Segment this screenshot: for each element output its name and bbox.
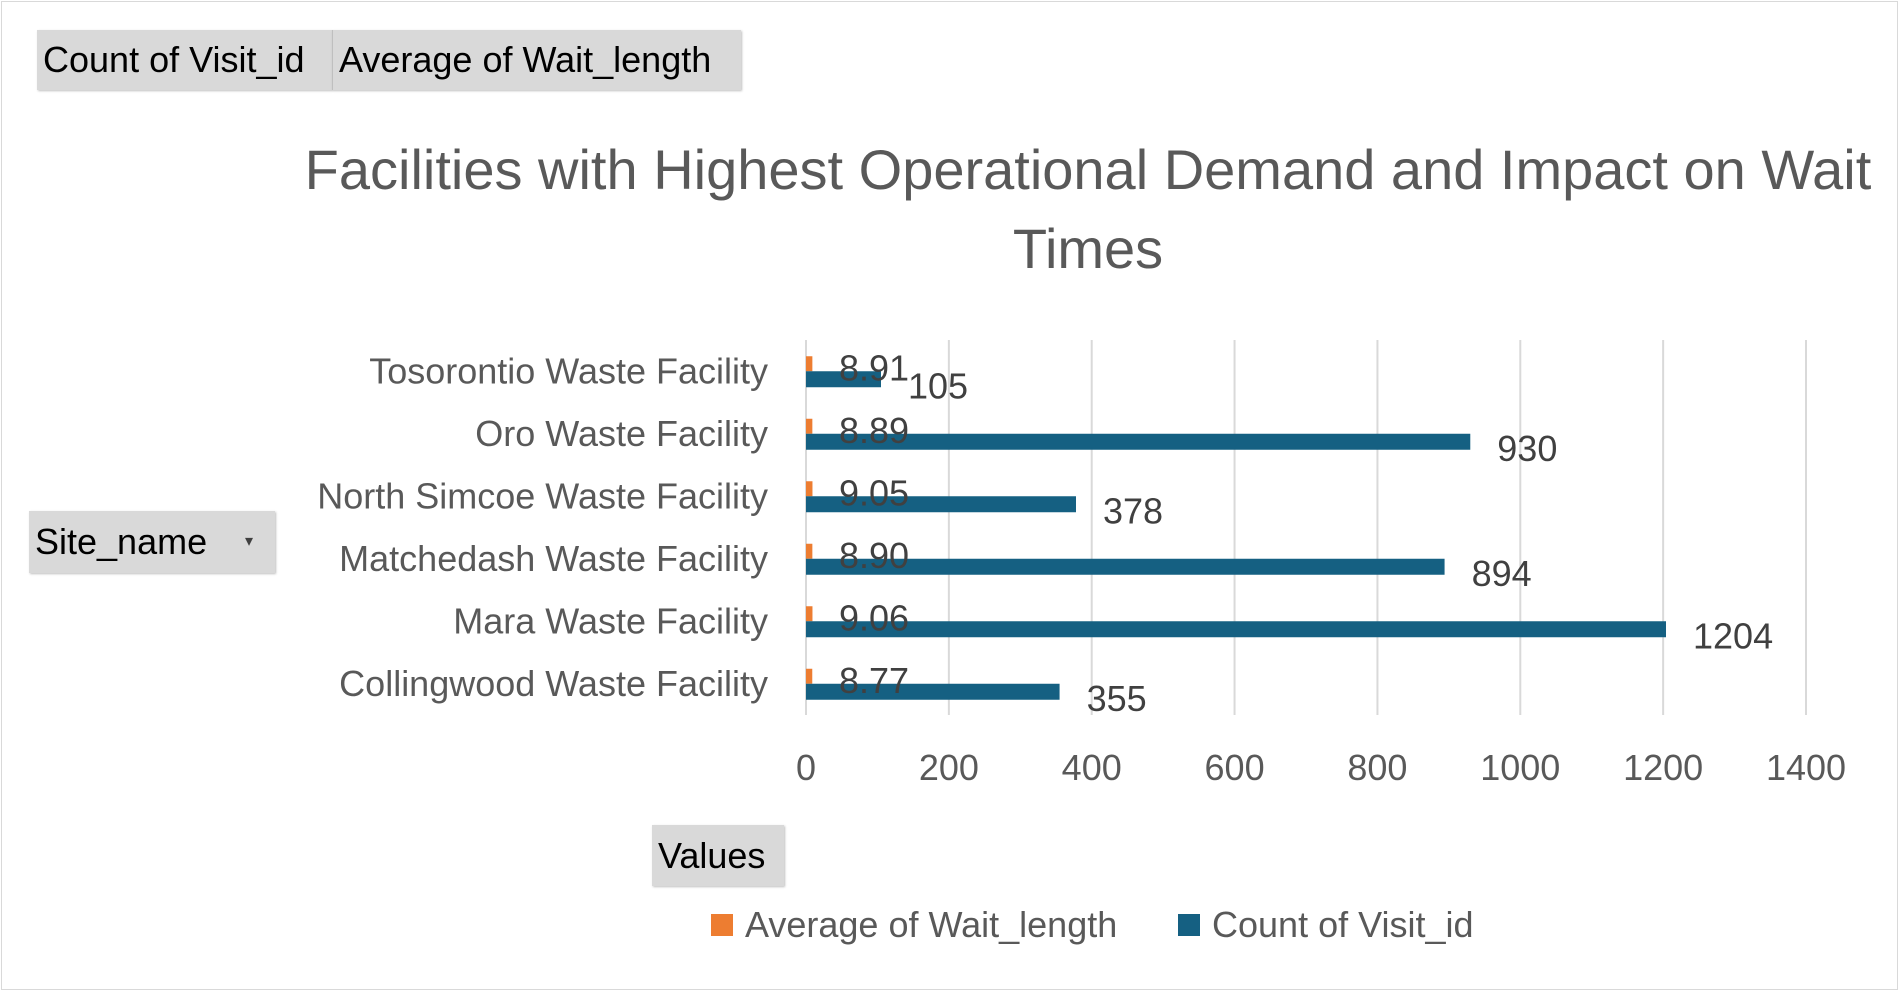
dropdown-arrow-icon[interactable]: ▾ (244, 533, 253, 550)
data-label-count: 930 (1497, 428, 1557, 469)
category-label: Tosorontio Waste Facility (369, 350, 768, 391)
legend-label: Average of Wait_length (745, 904, 1118, 945)
category-label: Oro Waste Facility (475, 413, 768, 454)
values-axis-field-button[interactable]: Values (652, 825, 784, 886)
data-label-count: 1204 (1693, 615, 1773, 656)
data-label-count: 378 (1103, 490, 1163, 531)
x-tick-label: 1000 (1480, 747, 1560, 788)
site-name-label: Site_name (35, 521, 208, 562)
data-label-average: 8.77 (839, 660, 909, 701)
data-label-average: 8.90 (839, 535, 909, 576)
gridlines (805, 340, 1807, 715)
x-tick-label: 400 (1062, 747, 1122, 788)
pivot-field-count-of-visit-id-button[interactable]: Count of Visit_id (37, 30, 332, 90)
bar-average-wait-length (806, 606, 813, 622)
data-label-average: 9.06 (839, 597, 909, 638)
bar-average-wait-length (806, 418, 813, 434)
bar-count-visit-id (806, 433, 1471, 450)
value-axis-tick-labels: 0 200 400 600 800 1000 1200 1400 (796, 747, 1846, 788)
x-tick-label: 0 (796, 747, 816, 788)
x-tick-label: 800 (1347, 747, 1407, 788)
data-label-count: 894 (1472, 553, 1532, 594)
data-label-average: 8.91 (839, 347, 909, 388)
category-axis-labels: Tosorontio Waste Facility Oro Waste Facil… (317, 350, 768, 704)
pivot-field-average-of-wait-length-button[interactable]: Average of Wait_length (332, 30, 741, 90)
legend-item-average-wait-length[interactable]: Average of Wait_length (711, 900, 1117, 950)
bar-average-wait-length (806, 543, 813, 559)
chart-title: Facilities with Highest Operational Dema… (304, 138, 1872, 280)
bar-average-wait-length (806, 356, 813, 372)
bar-count-visit-id (806, 683, 1060, 700)
bar-count-visit-id (806, 371, 881, 388)
data-label-average: 9.05 (839, 472, 909, 513)
category-label: Mara Waste Facility (453, 600, 768, 641)
site-name-filter-button[interactable]: Site_name ▾ (29, 511, 275, 573)
bar-count-visit-id (806, 496, 1076, 513)
bar-count-visit-id (806, 558, 1445, 575)
category-label: North Simcoe Waste Facility (317, 475, 768, 516)
category-label: Collingwood Waste Facility (339, 663, 768, 704)
category-label: Matchedash Waste Facility (339, 538, 768, 579)
x-tick-label: 1200 (1623, 747, 1703, 788)
bar-count-visit-id (806, 621, 1666, 638)
bar-average-wait-length (806, 668, 813, 684)
legend-swatch-orange (711, 914, 733, 936)
bar-average-wait-length (806, 481, 813, 497)
data-label-count: 355 (1087, 678, 1147, 719)
x-tick-label: 1400 (1766, 747, 1846, 788)
x-tick-label: 600 (1205, 747, 1265, 788)
data-label-count: 105 (908, 365, 968, 406)
bars (806, 356, 1666, 700)
legend-swatch-blue (1178, 914, 1200, 936)
legend-item-count-visit-id[interactable]: Count of Visit_id (1178, 900, 1474, 950)
legend-label: Count of Visit_id (1212, 904, 1474, 945)
data-label-average: 8.89 (839, 410, 909, 451)
x-tick-label: 200 (919, 747, 979, 788)
